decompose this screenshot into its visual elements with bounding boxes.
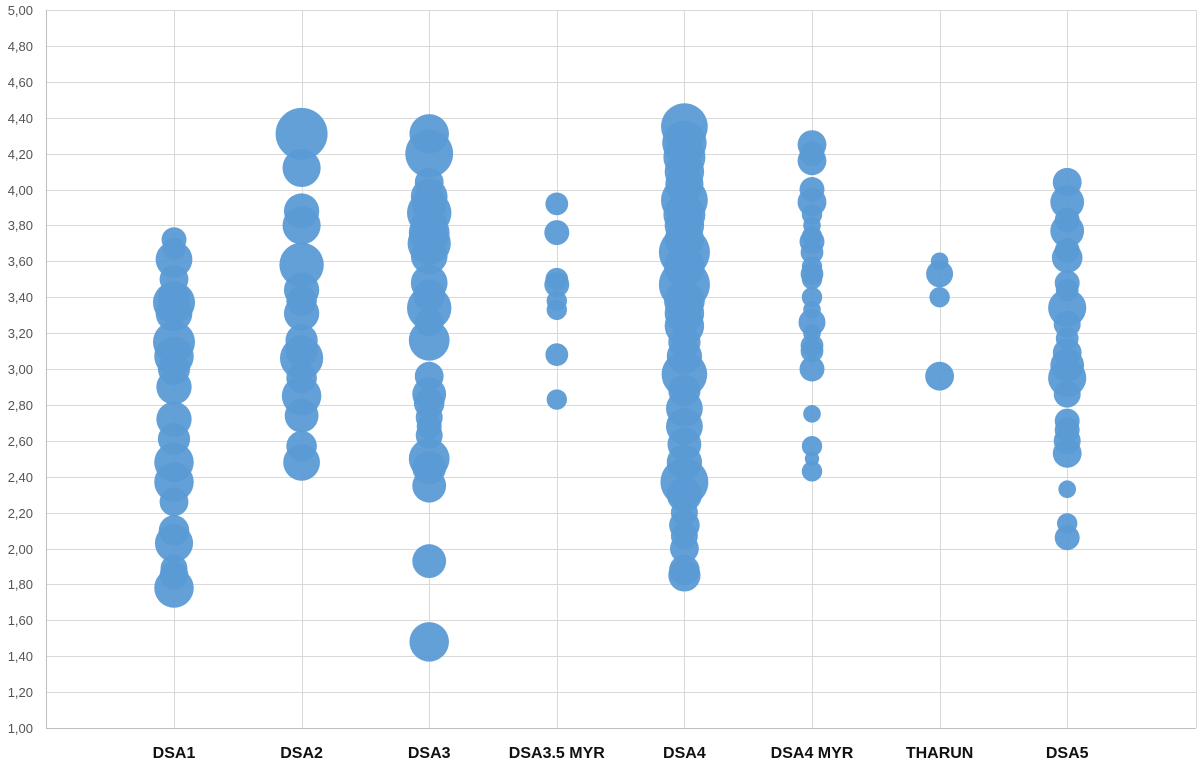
- bubble-point: [544, 272, 570, 298]
- axes: [46, 10, 1196, 729]
- bubble-point: [1052, 438, 1082, 468]
- bubble-point: [156, 369, 192, 405]
- bubble-point: [925, 361, 955, 391]
- bubble-point: [159, 487, 189, 517]
- bubble-point: [405, 129, 454, 178]
- bubble-point: [1050, 185, 1085, 219]
- bubble-point: [275, 107, 328, 160]
- bubble-point: [1053, 380, 1081, 408]
- x-category-label: DSA5: [1046, 745, 1089, 762]
- y-tick-label: 5,00: [8, 3, 33, 18]
- bubble-point: [1054, 525, 1080, 551]
- y-tick-label: 1,40: [8, 649, 33, 664]
- y-tick-label: 2,20: [8, 506, 33, 521]
- y-tick-label: 2,80: [8, 398, 33, 413]
- bubble-point: [801, 287, 823, 308]
- y-tick-label: 4,00: [8, 183, 33, 198]
- bubble-point: [544, 220, 570, 246]
- y-tick-label: 1,00: [8, 721, 33, 736]
- bubble-point: [801, 269, 823, 290]
- x-category-label: DSA1: [153, 745, 196, 762]
- bubble-point: [279, 242, 324, 288]
- y-tick-label: 3,00: [8, 362, 33, 377]
- y-tick-label: 4,20: [8, 147, 33, 162]
- bubble-point: [1058, 480, 1077, 499]
- x-axis-category-labels: DSA1 DSA2 DSA3 DSA3.5 MYR DSA4 DSA4 MYR THARUN…: [153, 745, 1089, 762]
- y-tick-label: 3,40: [8, 290, 33, 305]
- bubble-point: [283, 443, 320, 481]
- y-tick-label: 4,60: [8, 75, 33, 90]
- bubble-point: [668, 559, 701, 592]
- y-tick-label: 4,80: [8, 39, 33, 54]
- bubble-point: [800, 240, 824, 264]
- y-axis-tick-labels: 1,00 1,20 1,40 1,60 1,80 2,00 2,20 2,40 2,60 2,80…: [8, 3, 33, 736]
- bubble-point: [801, 461, 823, 482]
- bubble-point: [545, 343, 569, 367]
- y-tick-label: 2,40: [8, 470, 33, 485]
- bubble-point: [1051, 242, 1083, 274]
- y-tick-label: 3,60: [8, 254, 33, 269]
- x-category-label: DSA2: [280, 745, 323, 762]
- gridlines: [46, 10, 1197, 728]
- y-tick-label: 1,60: [8, 613, 33, 628]
- y-tick-label: 1,80: [8, 577, 33, 592]
- bubble-point: [546, 389, 567, 410]
- bubble-point: [803, 405, 821, 423]
- y-tick-label: 3,20: [8, 326, 33, 341]
- bubble-point: [545, 192, 569, 216]
- bubble-point: [154, 524, 194, 563]
- bubble-point: [669, 534, 699, 563]
- bubble-point: [800, 339, 824, 363]
- y-tick-label: 3,80: [8, 218, 33, 233]
- y-tick-label: 4,40: [8, 111, 33, 126]
- x-category-label: DSA4: [663, 745, 706, 762]
- bubble-point: [409, 622, 449, 662]
- bubble-point: [154, 568, 194, 608]
- bubble-point: [284, 398, 319, 433]
- bubbles: [152, 103, 1087, 662]
- y-tick-label: 2,00: [8, 542, 33, 557]
- bubble-point: [155, 294, 193, 332]
- bubble-point: [546, 299, 567, 320]
- bubble-point: [283, 295, 320, 332]
- bubble-point: [797, 146, 827, 176]
- bubble-point: [926, 260, 954, 288]
- bubble-point: [799, 356, 825, 382]
- bubble-point: [801, 435, 823, 457]
- bubble-point: [929, 287, 950, 308]
- bubble-point: [408, 319, 450, 361]
- x-category-label: DSA3.5 MYR: [509, 745, 605, 762]
- bubble-point: [410, 237, 448, 275]
- x-category-label: THARUN: [906, 745, 974, 762]
- bubble-point: [282, 148, 321, 188]
- bubble-point: [282, 206, 321, 245]
- bubble-point: [412, 544, 447, 578]
- bubble-point: [412, 468, 447, 503]
- x-category-label: DSA3: [408, 745, 451, 762]
- y-tick-label: 2,60: [8, 434, 33, 449]
- x-category-label: DSA4 MYR: [771, 745, 854, 762]
- bubble-point: [1050, 213, 1085, 248]
- y-tick-label: 1,20: [8, 685, 33, 700]
